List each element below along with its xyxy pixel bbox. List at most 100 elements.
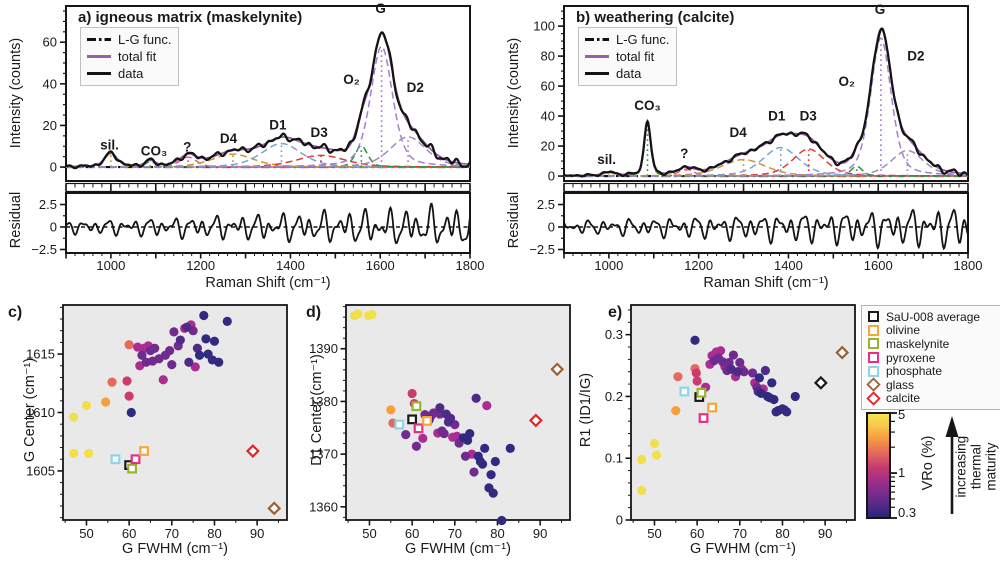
data-point [490,456,500,467]
total-fit-line-icon [87,55,111,58]
svg-text:1390: 1390 [309,341,338,356]
data-point [637,454,647,465]
legend-label: data [616,66,642,81]
svg-text:D2: D2 [407,80,424,95]
svg-text:90: 90 [818,526,832,541]
open-square-marker [707,402,717,413]
panel-b-legend: L-G func. total fit data [578,27,678,86]
data-point [469,467,479,477]
open-square-icon [868,365,879,377]
open-diamond-marker [267,501,282,516]
data-point [754,373,765,383]
svg-text:D3: D3 [311,125,329,140]
legend-item-data: data [87,65,171,82]
svg-text:50: 50 [647,526,661,541]
data-point [480,443,490,453]
legend-item-lg-func: L-G func. [87,31,171,48]
data-point [69,412,79,422]
panel-c-letter: c) [8,304,23,321]
legend-item-maskelynite: maskelynite [868,337,1000,351]
svg-text:100: 100 [533,19,555,34]
open-square-marker [139,446,149,456]
data-point [192,343,202,353]
svg-text:50: 50 [362,526,376,541]
svg-text:O₂: O₂ [839,74,856,89]
svg-text:1000: 1000 [594,258,623,273]
svg-text:1400: 1400 [276,258,305,273]
open-square-icon [868,324,879,336]
svg-text:0.3: 0.3 [605,327,623,342]
data-point [101,397,111,407]
panel-a-legend: L-G func. total fit data [80,27,180,86]
legend-item-calcite: calcite [866,391,1000,406]
data-point [486,470,496,480]
legend-label: total fit [118,49,157,64]
data-point [150,343,160,353]
legend-item-olivine: olivine [868,323,1000,338]
svg-text:40: 40 [541,109,555,124]
data-point [124,340,134,350]
thermal-maturity-label: increasing thermal maturity [953,435,999,498]
data-point [735,357,745,368]
data-point [782,407,792,417]
svg-text:O₂: O₂ [343,72,360,87]
open-diamond-icon [866,377,881,392]
data-point [84,448,94,458]
open-square-icon [868,338,879,350]
data-point [367,309,377,320]
data-point [690,335,700,345]
data-point [767,378,777,388]
data-point [691,368,701,378]
data-point [460,451,471,461]
legend-label: maskelynite [886,336,950,351]
data-point [175,335,185,345]
data-point [167,359,177,370]
colorbar-tick-1: 1 [898,465,906,480]
colorbar-tick-03: 0.3 [898,505,917,520]
svg-text:1400: 1400 [774,258,803,273]
legend-label: data [118,66,144,81]
data-line-icon [585,72,609,75]
panel-c-xlabel: G FWHM (cm⁻¹) [122,541,228,557]
svg-text:CO₃: CO₃ [141,144,168,159]
svg-text:60: 60 [405,526,419,541]
data-point [401,430,411,440]
svg-text:1610: 1610 [26,405,55,420]
svg-text:1600: 1600 [864,258,893,273]
marker-legend: SaU-008 average olivine maskelynite pyro… [861,305,1000,411]
data-point [158,375,168,385]
lg-func-line-icon [87,38,111,41]
legend-label: L-G func. [616,32,670,47]
open-diamond-marker [550,362,565,377]
svg-text:0.2: 0.2 [605,389,623,404]
data-point [107,377,117,387]
svg-text:90: 90 [250,526,264,541]
data-point [739,367,749,377]
svg-text:20: 20 [43,118,57,133]
data-point [671,406,681,416]
svg-text:?: ? [680,146,688,161]
svg-text:80: 80 [541,49,555,64]
data-point [122,376,132,386]
data-point [407,388,417,399]
open-square-marker [422,416,432,426]
open-square-marker [698,413,709,423]
svg-text:D1: D1 [269,118,287,133]
data-point [69,448,79,458]
data-point [477,459,488,469]
open-square-marker [394,419,405,430]
svg-text:?: ? [183,139,191,154]
legend-label: L-G func. [118,32,172,47]
data-line-icon [87,72,111,75]
svg-text:G: G [875,2,886,17]
legend-item-glass: glass [866,377,1000,392]
data-point [445,413,456,423]
data-point [482,401,492,411]
open-square-icon [868,311,879,323]
legend-label: olivine [886,323,921,338]
panel-d-xlabel: G FWHM (cm⁻¹) [405,541,511,557]
panel-a-title: a) igneous matrix (maskelynite) [78,9,303,26]
open-diamond-marker [245,444,260,458]
svg-text:D1: D1 [768,109,786,124]
